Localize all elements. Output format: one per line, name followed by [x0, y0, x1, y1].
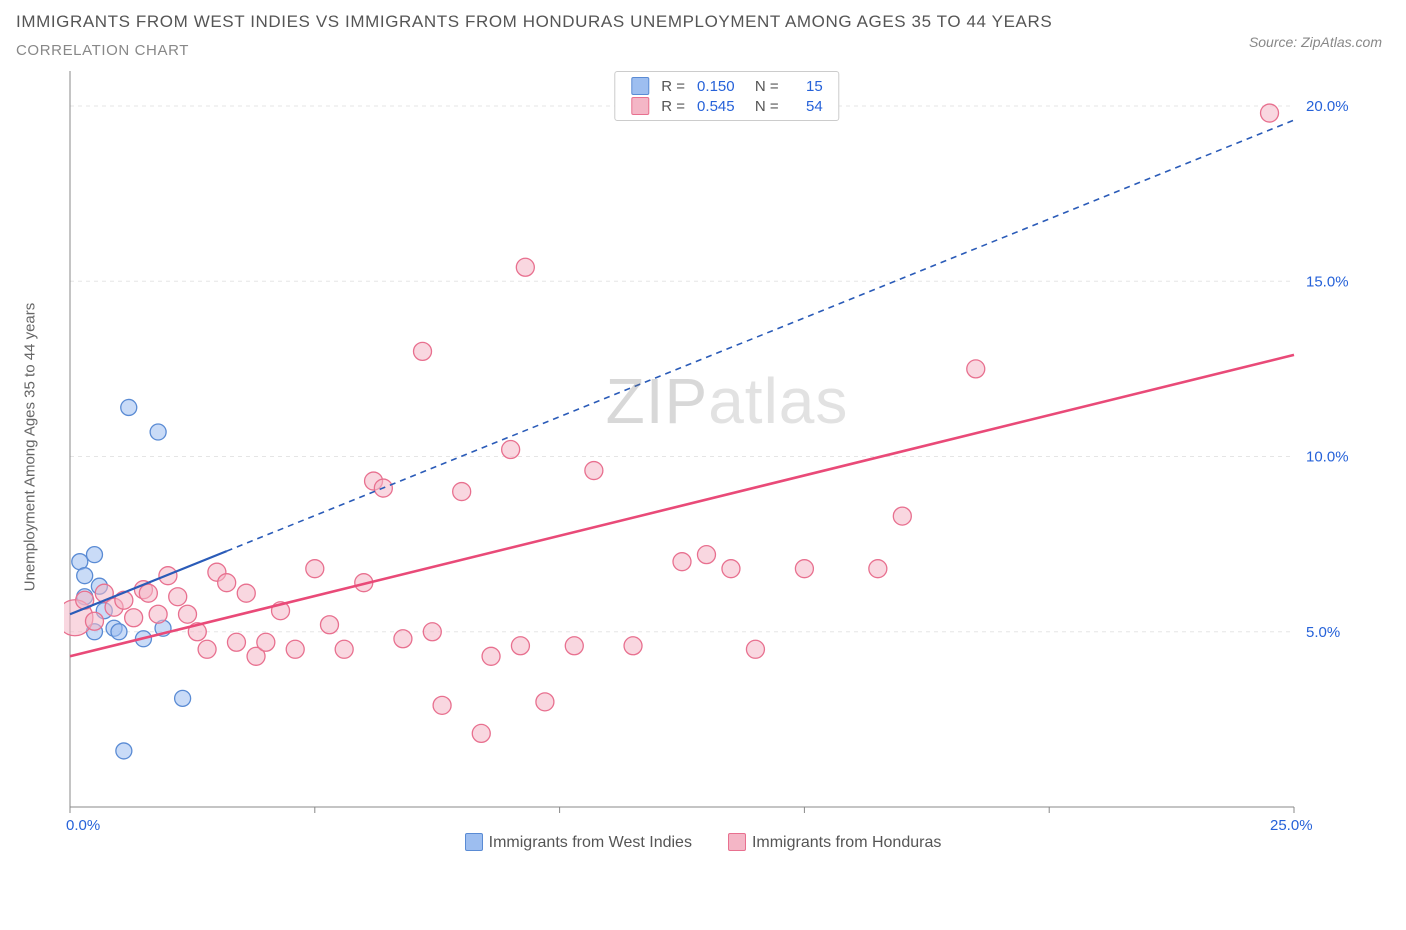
y-axis-label: Unemployment Among Ages 35 to 44 years: [22, 303, 39, 592]
chart-title: IMMIGRANTS FROM WEST INDIES VS IMMIGRANT…: [16, 12, 1249, 32]
source-label: Source: ZipAtlas.com: [1249, 34, 1382, 50]
legend-swatch: [465, 833, 483, 851]
data-point: [536, 693, 554, 711]
data-point: [86, 547, 102, 563]
data-point: [257, 633, 275, 651]
data-point: [869, 560, 887, 578]
data-point: [306, 560, 324, 578]
data-point: [565, 637, 583, 655]
legend-swatch: [728, 833, 746, 851]
data-point: [198, 640, 216, 658]
r-value: 0.150: [691, 76, 741, 96]
chart-area: Unemployment Among Ages 35 to 44 years 5…: [64, 67, 1390, 827]
r-label: R =: [655, 96, 691, 116]
legend-swatch: [631, 77, 649, 95]
data-point: [169, 588, 187, 606]
data-point: [967, 360, 985, 378]
data-point: [394, 630, 412, 648]
legend-label: Immigrants from Honduras: [752, 834, 941, 851]
chart-header: IMMIGRANTS FROM WEST INDIES VS IMMIGRANT…: [16, 12, 1390, 67]
data-point: [125, 609, 143, 627]
trend-line: [70, 355, 1294, 656]
data-point: [423, 623, 441, 641]
data-point: [795, 560, 813, 578]
n-label: N =: [741, 76, 785, 96]
data-point: [237, 584, 255, 602]
data-point: [433, 696, 451, 714]
r-value: 0.545: [691, 96, 741, 116]
svg-text:20.0%: 20.0%: [1306, 98, 1349, 115]
data-point: [286, 640, 304, 658]
data-point: [511, 637, 529, 655]
svg-text:10.0%: 10.0%: [1306, 449, 1349, 466]
data-point: [746, 640, 764, 658]
legend-swatch: [631, 97, 649, 115]
data-point: [502, 441, 520, 459]
chart-subtitle: CORRELATION CHART: [16, 42, 1249, 59]
data-point: [1261, 104, 1279, 122]
data-point: [697, 546, 715, 564]
legend-item: Immigrants from West Indies: [465, 833, 692, 852]
legend-item: Immigrants from Honduras: [728, 833, 941, 852]
data-point: [482, 647, 500, 665]
n-value: 15: [785, 76, 829, 96]
data-point: [893, 507, 911, 525]
data-point: [585, 462, 603, 480]
data-point: [139, 584, 157, 602]
data-point: [624, 637, 642, 655]
data-point: [414, 342, 432, 360]
x-axis-max-label: 25.0%: [1270, 817, 1313, 834]
data-point: [116, 743, 132, 759]
data-point: [121, 399, 137, 415]
data-point: [516, 258, 534, 276]
stats-row: R =0.150 N =15: [625, 76, 828, 96]
data-point: [472, 724, 490, 742]
svg-text:15.0%: 15.0%: [1306, 273, 1349, 290]
data-point: [335, 640, 353, 658]
data-point: [179, 605, 197, 623]
series-legend: Immigrants from West Indies Immigrants fr…: [16, 833, 1390, 852]
data-point: [85, 612, 103, 630]
data-point: [320, 616, 338, 634]
data-point: [453, 483, 471, 501]
data-point: [77, 568, 93, 584]
data-point: [150, 424, 166, 440]
data-point: [175, 690, 191, 706]
r-label: R =: [655, 76, 691, 96]
data-point: [218, 574, 236, 592]
stats-legend: R =0.150 N =15R =0.545 N =54: [614, 71, 839, 121]
x-axis-min-label: 0.0%: [66, 817, 100, 834]
data-point: [722, 560, 740, 578]
scatter-plot: 5.0% 10.0% 15.0% 20.0%: [64, 67, 1364, 827]
stats-row: R =0.545 N =54: [625, 96, 828, 116]
n-value: 54: [785, 96, 829, 116]
data-point: [149, 605, 167, 623]
data-point: [111, 624, 127, 640]
data-point: [227, 633, 245, 651]
legend-label: Immigrants from West Indies: [489, 834, 692, 851]
svg-text:5.0%: 5.0%: [1306, 624, 1340, 641]
data-point: [673, 553, 691, 571]
n-label: N =: [741, 96, 785, 116]
